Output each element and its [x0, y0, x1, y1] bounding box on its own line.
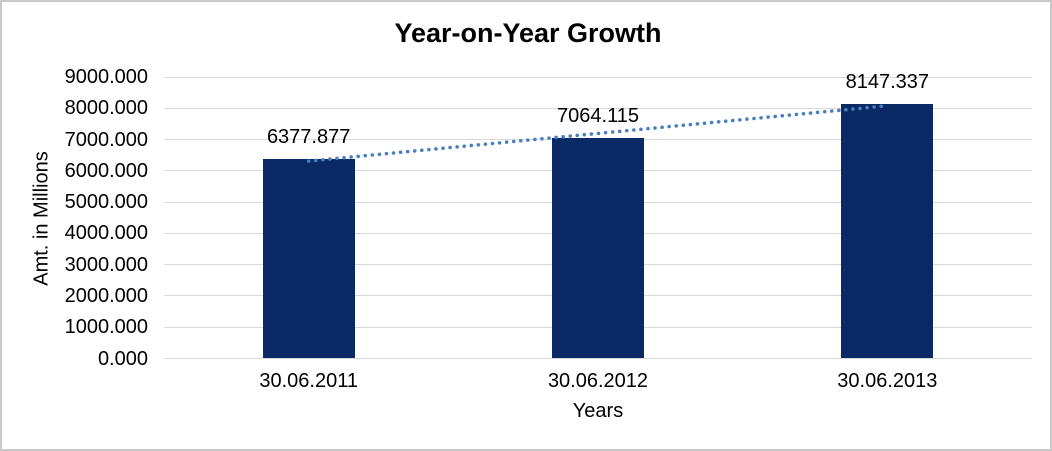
bar-value-label: 7064.115: [557, 104, 639, 127]
gridline: [164, 76, 1032, 78]
y-tick-label: 4000.000: [64, 222, 148, 245]
y-tick-label: 3000.000: [64, 253, 148, 276]
y-tick-label: 1000.000: [64, 316, 148, 339]
y-tick-label: 5000.000: [64, 191, 148, 214]
y-tick-label: 7000.000: [64, 128, 148, 151]
y-tick-label: 6000.000: [64, 159, 148, 182]
y-tick-label: 8000.000: [64, 97, 148, 120]
x-tick-label: 30.06.2011: [259, 369, 358, 392]
bar-value-label: 8147.337: [845, 70, 930, 93]
gridline: [164, 358, 1032, 359]
x-tick-label: 30.06.2012: [547, 369, 649, 392]
bar: [841, 103, 934, 359]
bar-value-label: 6377.877: [266, 126, 351, 148]
x-tick-label: 30.06.2013: [837, 369, 938, 392]
y-tick-label: 9000.000: [64, 66, 148, 88]
bar: [552, 137, 644, 359]
bar: [262, 159, 355, 359]
chart-title: Year-on-Year Growth: [394, 18, 662, 48]
y-tick-label: 2000.000: [64, 284, 148, 307]
y-tick-label: 0.000: [97, 347, 148, 370]
x-axis-title: Years: [572, 400, 624, 422]
